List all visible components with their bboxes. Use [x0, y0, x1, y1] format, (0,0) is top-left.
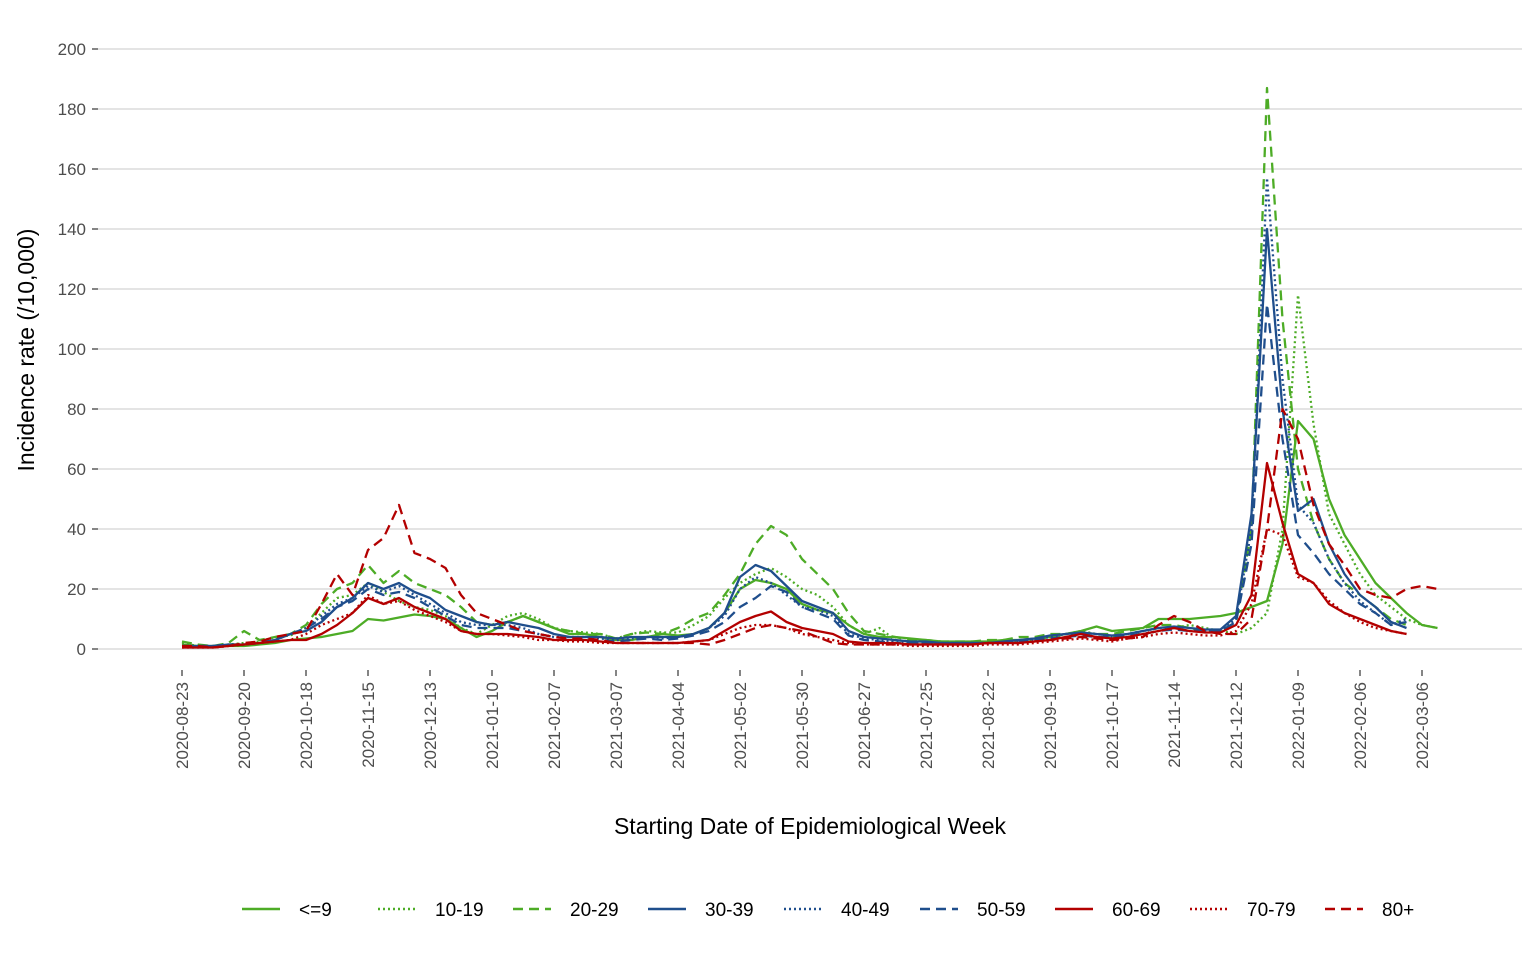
- legend: <=9 10-19 20-29 30-39 40-49 50-59 60-69 70-79 80…: [242, 900, 1414, 921]
- series-line: [182, 407, 1438, 649]
- x-tick-label: 2020-12-13: [421, 682, 440, 769]
- x-tick-label: 2021-11-14: [1165, 682, 1184, 768]
- legend-label: 20-29: [570, 900, 619, 921]
- x-tick-label: 2021-05-02: [731, 682, 750, 769]
- x-tick-label: 2021-01-10: [483, 682, 502, 769]
- series-lines: [181, 86, 1438, 649]
- x-tick-label: 2021-03-07: [607, 682, 626, 769]
- y-tick-label: 20: [67, 580, 86, 599]
- x-tick-label: 2022-02-06: [1351, 682, 1370, 769]
- series-line: [181, 86, 1407, 648]
- series-line: [181, 419, 1438, 648]
- series-line: [182, 302, 1407, 648]
- y-axis-title: Incidence rate (/10,000): [13, 229, 39, 472]
- x-tick-label: 2021-04-04: [669, 682, 688, 769]
- legend-label: 30-39: [705, 900, 754, 921]
- legend-label: 60-69: [1112, 900, 1161, 921]
- legend-label: 50-59: [977, 900, 1026, 921]
- y-tick-label: 140: [58, 220, 86, 239]
- x-tick-label: 2021-10-17: [1103, 682, 1122, 769]
- y-tick-label: 160: [58, 160, 86, 179]
- x-tick-label: 2022-03-06: [1413, 682, 1432, 769]
- y-tick-label: 80: [67, 400, 86, 419]
- series-line: [181, 293, 1438, 648]
- y-tick-label: 200: [58, 40, 86, 59]
- x-tick-label: 2021-05-30: [793, 682, 812, 769]
- y-tick-label: 40: [67, 520, 86, 539]
- x-axis-title: Starting Date of Epidemiological Week: [614, 813, 1007, 839]
- legend-label: 70-79: [1247, 900, 1296, 921]
- y-tick-label: 100: [58, 340, 86, 359]
- legend-label: <=9: [299, 900, 332, 921]
- x-tick-label: 2022-01-09: [1289, 682, 1308, 769]
- legend-label: 40-49: [841, 900, 890, 921]
- x-tick-label: 2020-10-18: [297, 682, 316, 769]
- y-tick-label: 60: [67, 460, 86, 479]
- y-tick-label: 0: [77, 640, 86, 659]
- x-tick-label: 2020-08-23: [173, 682, 192, 769]
- series-line: [182, 176, 1407, 648]
- x-tick-label: 2021-02-07: [545, 682, 564, 769]
- x-tick-label: 2021-08-22: [979, 682, 998, 769]
- series-line: [182, 527, 1407, 649]
- x-tick-label: 2021-12-12: [1227, 682, 1246, 769]
- x-tick-label: 2020-09-20: [235, 682, 254, 769]
- gridlines: [98, 48, 1522, 650]
- y-axis-ticks: 0 20 40 60 80 100 120 140 160 180 200: [58, 40, 98, 659]
- x-tick-label: 2020-11-15: [359, 682, 378, 768]
- y-tick-label: 120: [58, 280, 86, 299]
- legend-label: 80+: [1382, 900, 1414, 921]
- x-tick-label: 2021-07-25: [917, 682, 936, 769]
- legend-label: 10-19: [435, 900, 484, 921]
- x-tick-label: 2021-09-19: [1041, 682, 1060, 769]
- x-axis-ticks: 2020-08-23 2020-09-20 2020-10-18 2020-11-15…: [173, 670, 1432, 769]
- y-tick-label: 180: [58, 100, 86, 119]
- x-tick-label: 2021-06-27: [855, 682, 874, 769]
